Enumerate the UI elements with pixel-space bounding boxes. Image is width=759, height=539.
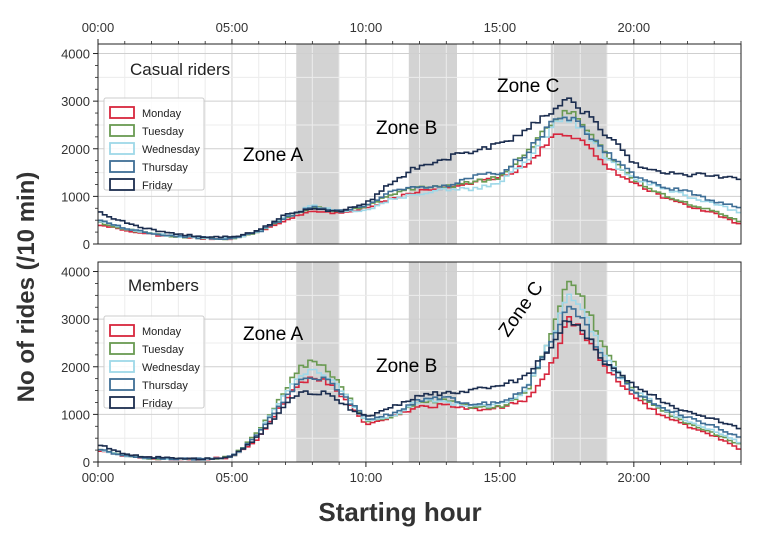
y-tick-label: 4000 — [61, 265, 90, 280]
legend-label: Friday — [142, 180, 173, 192]
legend-swatch — [109, 178, 135, 191]
zone-label: Zone C — [497, 76, 559, 97]
y-tick-label: 2000 — [61, 142, 90, 157]
zone-band — [550, 262, 608, 462]
legend-swatch — [109, 142, 135, 155]
legend-label: Friday — [142, 398, 173, 410]
legend-swatch — [109, 160, 135, 173]
legend-label: Thursday — [142, 380, 188, 392]
x-tick-label: 00:00 — [82, 20, 115, 35]
legend-swatch — [109, 396, 135, 409]
x-axis-label: Starting hour — [318, 497, 481, 527]
members-panel: 0 1000 2000 3000 4000 00:00 05:00 10:00 15:00 20:… — [61, 261, 742, 485]
y-tick-label: 3000 — [61, 94, 90, 109]
zone-label: Zone B — [376, 356, 437, 377]
y-tick-label: 0 — [83, 455, 90, 470]
x-tick-label: 10:00 — [350, 470, 383, 485]
series-line-friday — [98, 320, 741, 461]
legend-swatch — [109, 378, 135, 391]
y-tick-label: 3000 — [61, 312, 90, 327]
legend-label: Tuesday — [142, 126, 184, 138]
legend-box — [103, 97, 205, 191]
legend-label: Tuesday — [142, 344, 184, 356]
x-tick-label: 20:00 — [618, 20, 651, 35]
x-tick-label: 10:00 — [350, 20, 383, 35]
legend-swatch — [109, 324, 135, 337]
legend: Monday Tuesday Wednesday Thursday Friday — [103, 315, 205, 410]
panel-title: Members — [128, 276, 199, 295]
legend-label: Monday — [142, 108, 182, 120]
legend: Monday Tuesday Wednesday Thursday Friday — [103, 97, 205, 192]
zone-band — [408, 44, 458, 244]
zone-label: Zone A — [243, 324, 304, 345]
zone-label: Zone A — [243, 145, 304, 166]
legend-swatch — [109, 360, 135, 373]
casual-riders-panel: 0 1000 2000 3000 4000 00:00 05:00 10:00 15:00 20:… — [61, 20, 742, 252]
y-tick-label: 1000 — [61, 189, 90, 204]
x-tick-label: 05:00 — [216, 20, 249, 35]
x-tick-label: 00:00 — [82, 470, 115, 485]
legend-swatch — [109, 106, 135, 119]
x-tick-label: 15:00 — [484, 470, 517, 485]
x-tick-label: 20:00 — [618, 470, 651, 485]
y-tick-label: 1000 — [61, 407, 90, 422]
y-tick-label: 0 — [83, 237, 90, 252]
legend-label: Wednesday — [142, 144, 200, 156]
legend-label: Monday — [142, 326, 182, 338]
zone-label: Zone C — [495, 278, 548, 341]
legend-label: Thursday — [142, 162, 188, 174]
axis-labels: No of rides (/10 min) Starting hour — [13, 172, 482, 527]
y-tick-label: 2000 — [61, 360, 90, 375]
y-axis-label: No of rides (/10 min) — [13, 172, 40, 403]
x-tick-label: 15:00 — [484, 20, 517, 35]
legend-box — [103, 315, 205, 409]
zone-label: Zone B — [376, 118, 437, 139]
panel-title: Casual riders — [130, 60, 230, 79]
x-tick-label: 05:00 — [216, 470, 249, 485]
legend-label: Wednesday — [142, 362, 200, 374]
series-line-friday — [98, 97, 741, 239]
legend-swatch — [109, 342, 135, 355]
y-tick-label: 4000 — [61, 47, 90, 62]
legend-swatch — [109, 124, 135, 137]
zone-band — [296, 262, 340, 462]
